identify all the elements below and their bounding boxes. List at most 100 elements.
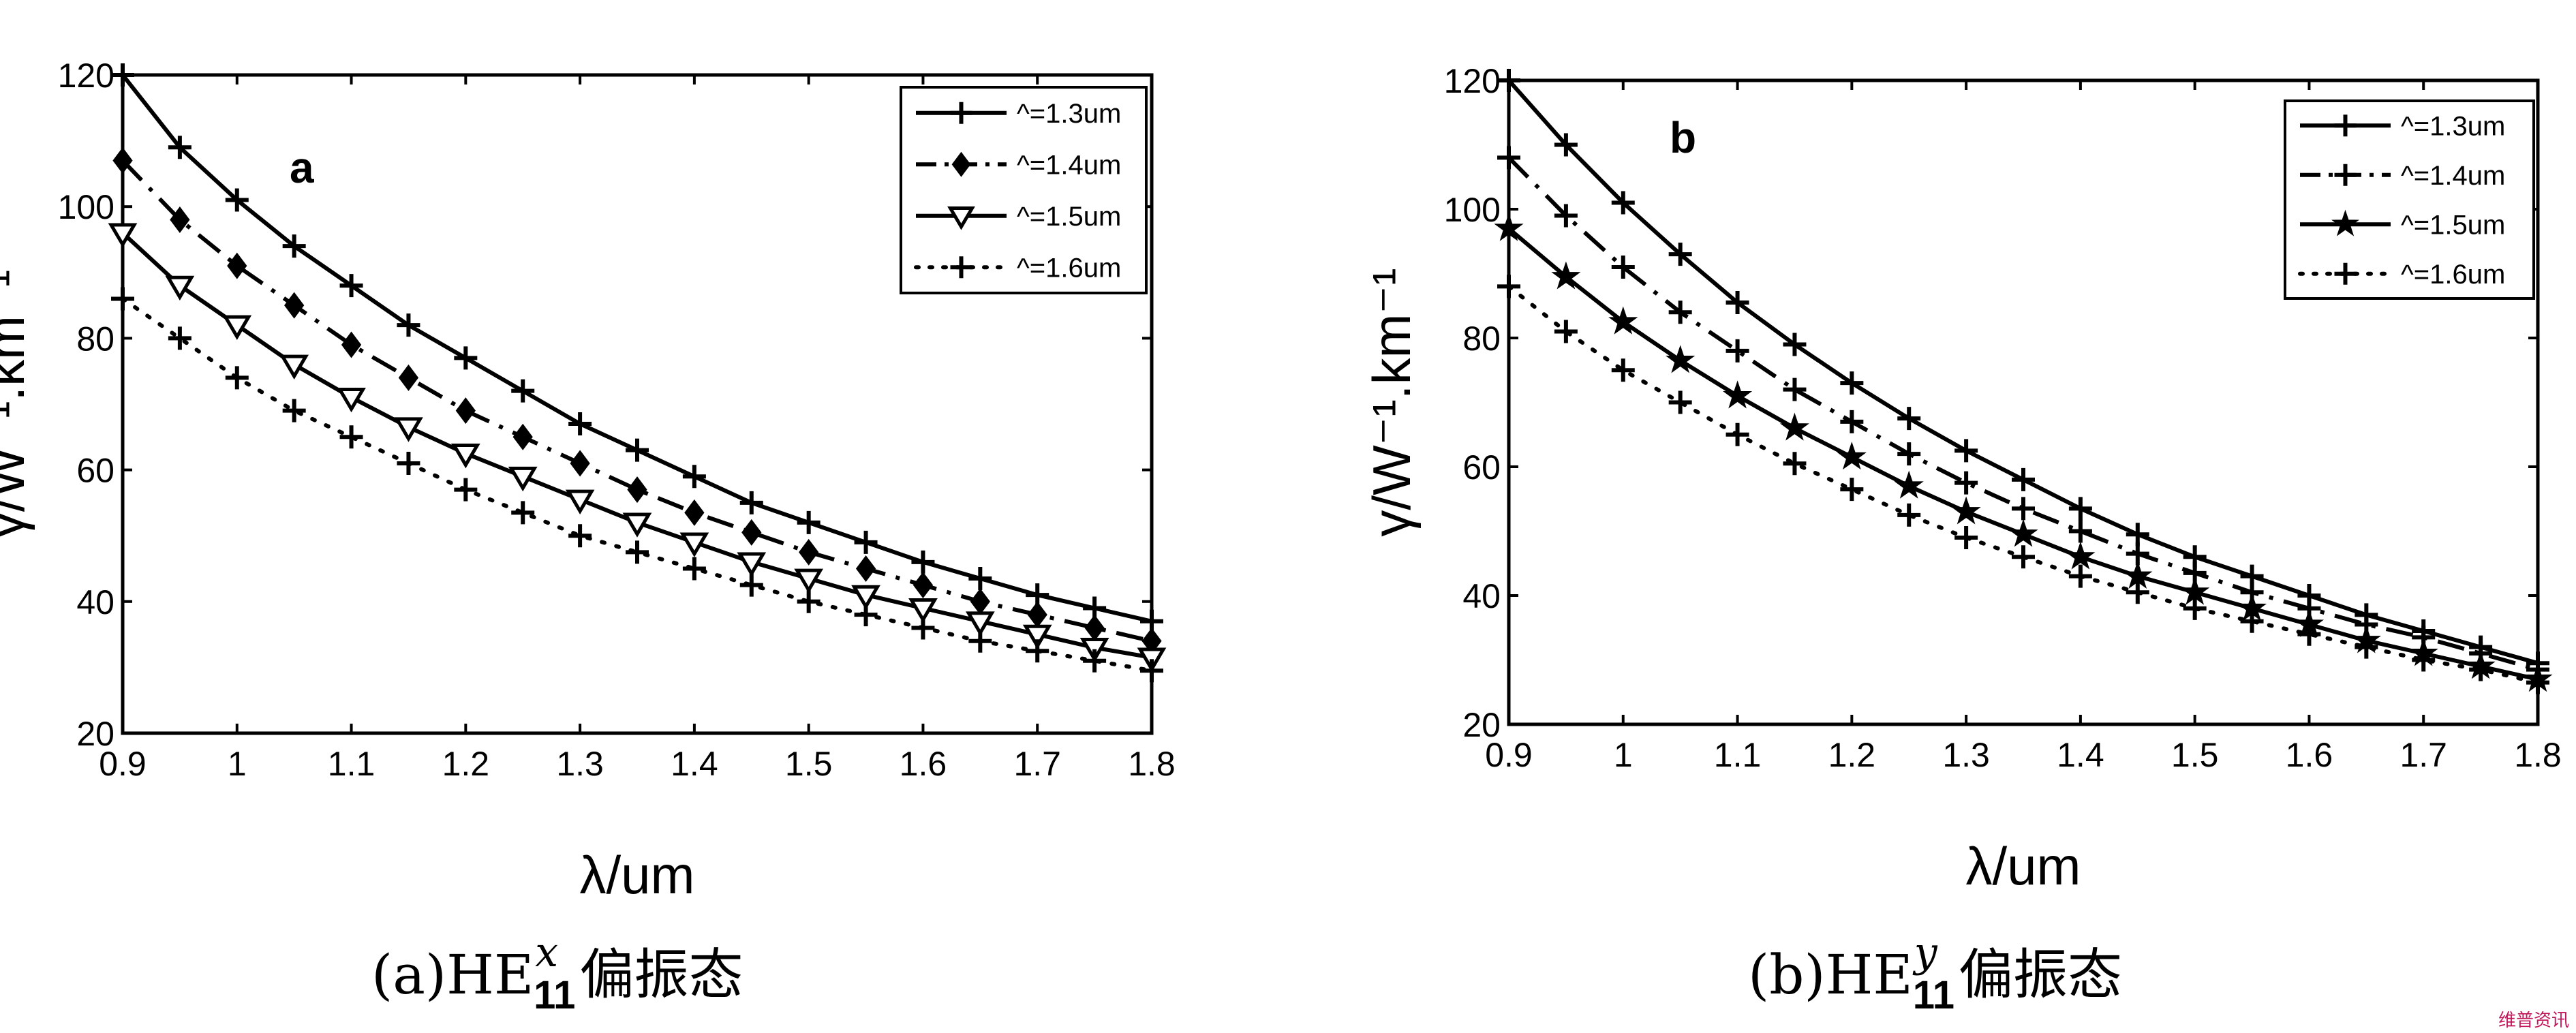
data-point (1951, 496, 1981, 525)
data-point (450, 444, 480, 469)
data-point (168, 326, 191, 350)
figure-caption: (a)HEx 11偏振态 (371, 929, 743, 1017)
y-tick-label: 40 (76, 583, 114, 621)
data-point (1897, 407, 1921, 431)
data-point (854, 603, 878, 627)
legend-label: ^=1.4um (2401, 161, 2505, 191)
data-point (337, 387, 366, 413)
data-point (282, 399, 306, 422)
data-point (2126, 581, 2149, 604)
data-point (1022, 624, 1052, 650)
legend-marker (2334, 164, 2357, 186)
y-tick-label: 120 (1444, 62, 1501, 100)
data-point (622, 512, 652, 538)
data-point (1608, 306, 1638, 335)
y-axis-title: γ/W⁻¹.km⁻¹ (1362, 268, 1422, 536)
x-tick-label: 1 (228, 745, 247, 783)
data-point (908, 598, 938, 623)
data-point (1897, 442, 1921, 466)
data-point (1779, 412, 1809, 441)
x-tick-label: 1.4 (2057, 736, 2104, 774)
data-point (1026, 639, 1049, 663)
legend: ^=1.3um ^=1.4um ^=1.5um ^=1.6um (2284, 99, 2535, 300)
data-point (454, 346, 478, 370)
x-tick-label: 0.9 (1485, 736, 1533, 774)
data-point (339, 425, 363, 449)
data-point (2355, 635, 2378, 659)
series-3 (108, 223, 1167, 673)
y-tick-label: 100 (1444, 191, 1501, 229)
chart-panel-a: 0.9 1 1.1 1.2 1.3 1.4 1.5 1.6 1.7 1.8 20 40 60 80 100 1… (0, 57, 1176, 1017)
data-point (1611, 256, 1635, 279)
legend-label: ^=1.5um (1017, 202, 1121, 232)
data-point (2526, 670, 2549, 694)
data-point (737, 552, 767, 577)
data-point (170, 206, 190, 234)
data-point (1494, 213, 1524, 241)
y-tick-label: 60 (1462, 448, 1501, 487)
data-point (1840, 478, 1864, 502)
data-point (1723, 380, 1753, 409)
legend-label: ^=1.6um (1017, 253, 1121, 283)
y-axis-title: γ/W⁻¹.km⁻¹ (0, 270, 35, 538)
y-tick-label: 60 (76, 452, 114, 490)
data-point (1084, 614, 1105, 641)
x-tick-label: 1.7 (1013, 745, 1061, 783)
legend-box (900, 86, 1148, 294)
data-point (968, 629, 992, 653)
x-tick-label: 1.7 (2399, 736, 2447, 774)
data-point (570, 450, 590, 477)
data-point (512, 423, 533, 450)
x-tick-label: 1.6 (2286, 736, 2333, 774)
data-point (1668, 390, 1692, 414)
data-point (1668, 243, 1692, 266)
data-point (168, 136, 191, 159)
data-point (1497, 275, 1520, 298)
legend-marker (950, 256, 972, 279)
data-point (913, 572, 934, 599)
data-point (1726, 422, 1749, 446)
data-point (2469, 658, 2493, 681)
panel-label: b (1670, 113, 1696, 162)
data-point (2126, 523, 2149, 546)
x-tick-label: 1.4 (671, 745, 718, 783)
data-point (1497, 69, 1520, 92)
x-tick-label: 1.5 (2171, 736, 2219, 774)
data-point (682, 465, 706, 489)
data-point (854, 530, 878, 554)
data-point (165, 275, 195, 301)
data-point (394, 417, 423, 442)
data-point (2240, 609, 2264, 633)
series-2 (1497, 146, 2549, 681)
series-2 (112, 147, 1162, 655)
data-point (112, 147, 133, 174)
data-point (797, 510, 821, 534)
legend-box (2284, 99, 2535, 300)
data-point (1726, 291, 1749, 315)
y-tick-label: 120 (58, 57, 114, 95)
x-tick-label: 1 (1614, 736, 1633, 774)
data-point (1783, 377, 1807, 401)
data-point (1783, 452, 1807, 476)
legend-marker (951, 151, 971, 177)
series-4 (111, 287, 1163, 683)
data-point (1954, 525, 1978, 549)
data-point (1611, 358, 1635, 382)
x-tick-label: 1.1 (328, 745, 375, 783)
data-point (1668, 300, 1692, 324)
data-point (2066, 541, 2096, 570)
y-tick-label: 100 (58, 188, 114, 226)
data-point (911, 550, 935, 574)
data-point (1726, 339, 1749, 363)
y-tick-label: 20 (1462, 706, 1501, 744)
data-point (2412, 648, 2436, 672)
data-point (279, 354, 309, 380)
data-point (284, 292, 305, 319)
data-point (568, 412, 592, 435)
data-point (739, 573, 763, 597)
data-point (1840, 371, 1864, 395)
data-point (225, 188, 249, 212)
legend-label: ^=1.4um (1017, 150, 1121, 180)
data-point (341, 331, 362, 358)
data-point (797, 589, 821, 613)
